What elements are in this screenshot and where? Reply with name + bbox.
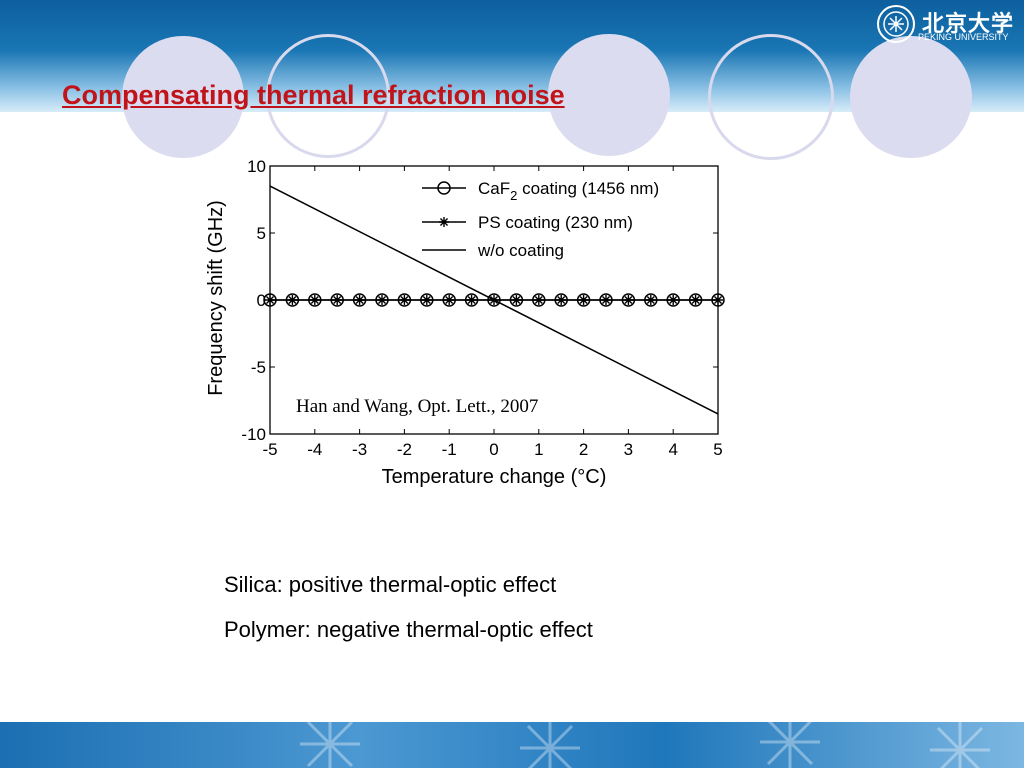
ps-data-point <box>265 295 275 305</box>
y-tick-label: 10 <box>247 157 266 176</box>
decor-circle-5 <box>850 36 972 158</box>
citation-annotation: Han and Wang, Opt. Lett., 2007 <box>296 396 538 417</box>
footer-band <box>0 722 1024 768</box>
slide-title: Compensating thermal refraction noise <box>62 80 565 110</box>
ps-data-point <box>444 295 455 305</box>
x-tick-label: 2 <box>579 440 588 459</box>
decor-ring-2 <box>266 34 390 158</box>
x-axis-label: Temperature change (°C) <box>382 466 607 488</box>
ps-data-point <box>399 295 410 305</box>
x-tick-label: 1 <box>534 440 543 459</box>
snowflake-decor-icon <box>760 722 820 768</box>
logo-text: 北京大学 <box>922 11 1015 37</box>
snowflake-decor-icon <box>520 722 580 768</box>
y-tick-label: 5 <box>257 224 266 243</box>
x-tick-label: -1 <box>442 440 457 459</box>
ps-data-point <box>556 295 567 305</box>
ps-data-point <box>309 295 320 305</box>
university-seal-icon <box>877 5 915 43</box>
x-tick-label: -5 <box>262 440 277 459</box>
snowflake-decor-icon <box>300 722 360 768</box>
x-tick-label: 3 <box>624 440 633 459</box>
ps-data-point <box>623 295 634 305</box>
note-polymer: Polymer: negative thermal-optic effect <box>224 617 593 642</box>
ps-data-point <box>332 295 343 305</box>
ps-data-point <box>511 295 522 305</box>
logo-subtext: PEKING UNIVERSITY <box>918 32 1009 42</box>
legend-label-1: CaF2 coating (1456 nm) <box>478 179 659 203</box>
ps-data-point <box>578 295 589 305</box>
x-tick-label: 5 <box>713 440 722 459</box>
ps-data-point <box>354 295 365 305</box>
legend-label-2: PS coating (230 nm) <box>478 213 633 232</box>
university-logo: 北京大学 PEKING UNIVERSITY <box>874 2 1022 46</box>
legend-marker-star <box>439 217 449 227</box>
ps-data-point <box>377 295 387 305</box>
ps-data-point <box>601 295 611 305</box>
ps-data-point <box>645 295 656 305</box>
snowflake-decor-icon <box>930 722 990 768</box>
y-tick-label: -10 <box>241 425 266 444</box>
series-line-3 <box>269 185 719 415</box>
legend-label-3: w/o coating <box>477 241 564 260</box>
ps-data-point <box>713 295 723 305</box>
ps-data-point <box>287 295 298 305</box>
x-tick-label: -3 <box>352 440 367 459</box>
ps-data-point <box>668 295 679 305</box>
x-tick-label: 4 <box>668 440 677 459</box>
x-tick-label: 0 <box>489 440 498 459</box>
ps-data-point <box>466 295 477 305</box>
y-axis-label: Frequency shift (GHz) <box>205 200 227 396</box>
decor-circle-1 <box>122 36 244 158</box>
y-tick-label: -5 <box>251 358 266 377</box>
legend-marker-circle <box>437 181 451 195</box>
ps-data-point <box>421 295 432 305</box>
decor-circle-3 <box>548 34 670 156</box>
ps-data-point <box>533 295 544 305</box>
x-tick-label: -2 <box>397 440 412 459</box>
y-tick-label: 0 <box>257 291 266 310</box>
decor-ring-4 <box>708 34 834 160</box>
ps-data-point <box>690 295 701 305</box>
x-tick-label: -4 <box>307 440 322 459</box>
note-silica: Silica: positive thermal-optic effect <box>224 572 557 597</box>
chart-container: -5 -4 -3 -2 -1 0 1 2 3 4 5 10 5 0 -5 -10 CaF2 coating (… <box>196 142 736 492</box>
